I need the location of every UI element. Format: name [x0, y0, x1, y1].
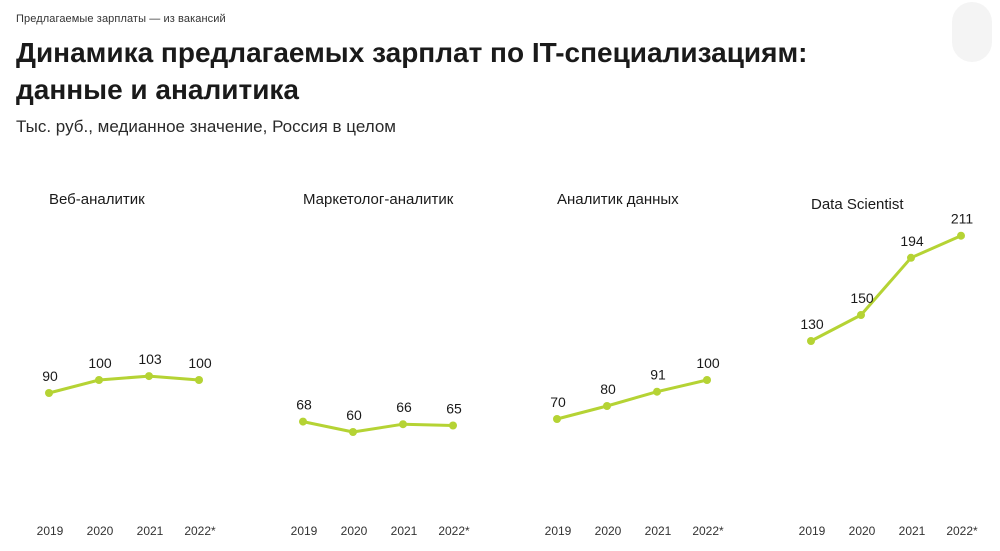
x-tick-label: 2020: [341, 524, 368, 538]
chart-panel: Аналитик данных 70 2019 80 2020 91 2021 100 2022…: [545, 191, 724, 538]
chart-panel: Маркетолог-аналитик 68 2019 60 2020 66 2021 65 2…: [291, 191, 470, 538]
data-label: 100: [188, 355, 212, 371]
data-point: [145, 372, 153, 381]
x-tick-label: 2022*: [438, 524, 470, 538]
data-point: [95, 376, 103, 384]
data-point: [957, 231, 965, 240]
series-line: [47, 374, 201, 395]
panel-title: Веб-аналитик: [49, 191, 145, 208]
x-tick-label: 2022*: [184, 524, 216, 538]
data-label: 100: [88, 355, 112, 371]
data-point: [857, 311, 865, 319]
panel-title: Аналитик данных: [557, 191, 679, 208]
x-tick-label: 2021: [899, 524, 926, 538]
x-tick-label: 2019: [545, 524, 572, 538]
data-point: [553, 415, 561, 423]
panel-title: Data Scientist: [811, 196, 904, 213]
data-point: [299, 417, 307, 426]
x-tick-label: 2021: [137, 524, 164, 538]
x-tick-label: 2019: [291, 524, 318, 538]
data-label: 70: [550, 394, 566, 410]
data-label: 100: [696, 355, 720, 371]
x-tick-label: 2022*: [692, 524, 724, 538]
panel-title: Маркетолог-аналитик: [303, 191, 454, 208]
x-tick-label: 2020: [849, 524, 876, 538]
x-tick-label: 2022*: [946, 524, 978, 538]
data-label: 90: [42, 368, 58, 384]
data-point: [195, 376, 203, 384]
series-line: [809, 234, 963, 343]
data-label: 91: [650, 367, 666, 383]
x-tick-label: 2020: [87, 524, 114, 538]
chart-panel: Data Scientist 130 2019 150 2020 194 2021 211 20…: [799, 196, 978, 538]
data-label: 211: [951, 211, 974, 227]
data-point: [703, 376, 711, 384]
data-point: [349, 428, 357, 436]
data-label: 66: [396, 399, 412, 415]
data-label: 80: [600, 381, 616, 397]
data-label: 103: [138, 351, 162, 367]
chart-panel: Веб-аналитик 90 2019 100 2020 103 2021 100 2022*: [37, 191, 216, 538]
data-label: 150: [850, 290, 874, 306]
data-point: [653, 387, 661, 396]
x-tick-label: 2019: [799, 524, 826, 538]
data-point: [603, 402, 611, 410]
data-label: 68: [296, 397, 312, 413]
chart-subtitle: Тыс. руб., медианное значение, Россия в …: [16, 117, 396, 136]
data-label: 194: [900, 233, 924, 249]
x-tick-label: 2021: [645, 524, 672, 538]
data-point: [907, 253, 915, 262]
x-tick-label: 2021: [391, 524, 418, 538]
data-label: 130: [800, 316, 824, 332]
data-label: 65: [446, 401, 462, 417]
chart-title: Динамика предлагаемых зарплат по IT-спец…: [16, 37, 808, 105]
chart-kicker: Предлагаемые зарплаты — из вакансий: [16, 13, 226, 25]
x-tick-label: 2019: [37, 524, 64, 538]
data-point: [399, 420, 407, 429]
data-point: [45, 389, 53, 397]
data-point: [449, 421, 457, 430]
data-label: 60: [346, 407, 362, 423]
series-line: [555, 378, 709, 421]
data-point: [807, 337, 815, 345]
corner-decoration: [952, 2, 992, 62]
series-line: [301, 420, 455, 434]
x-tick-label: 2020: [595, 524, 622, 538]
